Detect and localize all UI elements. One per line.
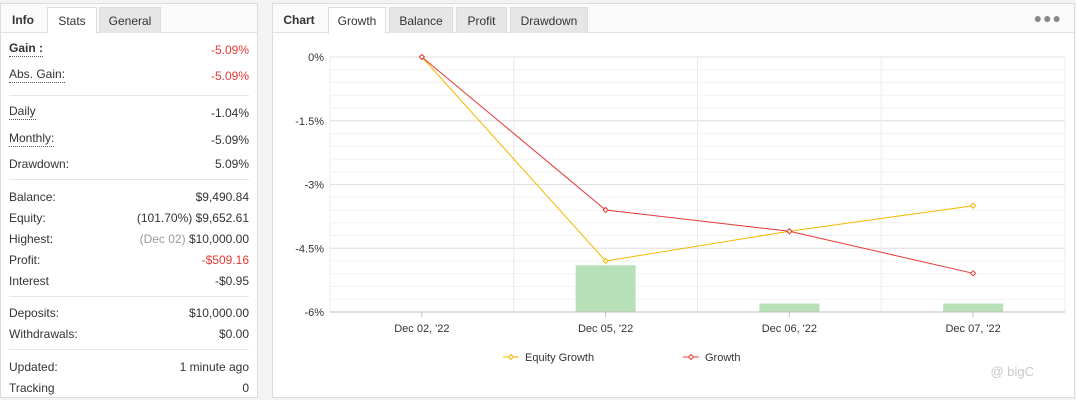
x-tick-label: Dec 07, '22 xyxy=(945,323,1000,335)
tracking-label: Tracking xyxy=(9,381,55,395)
stat-updated: Updated: 1 minute ago xyxy=(9,358,249,376)
drawdown-label: Drawdown: xyxy=(9,157,70,171)
highest-date: (Dec 02) xyxy=(139,232,186,246)
bar xyxy=(759,303,820,312)
y-tick-label: 0% xyxy=(308,52,324,64)
series-point xyxy=(418,53,426,61)
abs-gain-label[interactable]: Abs. Gain: xyxy=(9,67,66,83)
divider xyxy=(9,179,249,180)
series-point xyxy=(602,206,609,214)
stat-gain: Gain : -5.09% xyxy=(9,41,249,59)
tab-drawdown[interactable]: Drawdown xyxy=(510,7,588,33)
series-point xyxy=(602,257,609,265)
growth-chart: 0% -1.5% -3% -4.5% -6% Dec 02, '22 Dec 05, '22… xyxy=(295,52,1066,364)
x-tick-label: Dec 02, '22 xyxy=(394,323,449,335)
series-line xyxy=(421,56,974,274)
tracking-value: 0 xyxy=(242,381,249,395)
legend-marker xyxy=(687,353,695,361)
stat-interest: Interest -$0.95 xyxy=(9,272,249,290)
tab-growth[interactable]: Growth xyxy=(328,7,386,34)
tab-chart[interactable]: Chart xyxy=(283,13,315,27)
profit-value: -$509.16 xyxy=(201,253,249,267)
updated-value: 1 minute ago xyxy=(179,360,249,374)
interest-label: Interest xyxy=(9,274,50,288)
equity-value-group: (101.70%) $9,652.61 xyxy=(137,209,249,227)
series-point xyxy=(786,228,793,235)
balance-value: $9,490.84 xyxy=(195,190,249,204)
watermark: @ bigC xyxy=(990,364,1034,379)
equity-pct: (101.70%) xyxy=(136,211,193,225)
monthly-label[interactable]: Monthly: xyxy=(9,131,55,147)
abs-gain-value: -5.09% xyxy=(210,69,249,83)
tab-info[interactable]: Info xyxy=(12,13,34,27)
y-tick-label: -4.5% xyxy=(295,243,324,255)
stat-daily: Daily -1.04% xyxy=(9,104,249,122)
balance-label: Balance: xyxy=(9,190,56,204)
daily-label[interactable]: Daily xyxy=(9,104,36,120)
stat-equity: Equity: (101.70%) $9,652.61 xyxy=(9,209,249,227)
y-tick-label: -6% xyxy=(304,307,324,319)
highest-value: $10,000.00 xyxy=(188,232,249,246)
stat-deposits: Deposits: $10,000.00 xyxy=(9,304,249,322)
stats-panel: Info Stats General Gain : -5.09% Abs. Ga… xyxy=(0,3,258,398)
stat-abs-gain: Abs. Gain: -5.09% xyxy=(9,67,249,85)
legend-label: Growth xyxy=(705,352,740,364)
withdrawals-value: $0.00 xyxy=(218,327,249,341)
stat-tracking: Tracking 0 xyxy=(9,379,249,397)
deposits-label: Deposits: xyxy=(9,306,60,320)
divider xyxy=(9,349,249,350)
highest-value-group: (Dec 02) $10,000.00 xyxy=(140,230,249,248)
bar xyxy=(575,265,636,312)
divider xyxy=(9,296,249,297)
chart-panel: Chart Growth Balance Profit Drawdown ●●●… xyxy=(272,3,1075,398)
series-point xyxy=(969,270,977,277)
gain-value: -5.09% xyxy=(210,43,249,57)
y-tick-label: -3% xyxy=(304,180,324,192)
updated-label: Updated: xyxy=(9,360,58,374)
chart-tabbar: Chart Growth Balance Profit Drawdown ●●● xyxy=(273,4,1074,34)
stat-drawdown: Drawdown: 5.09% xyxy=(9,155,249,173)
bar xyxy=(943,303,1004,312)
stat-monthly: Monthly: -5.09% xyxy=(9,131,249,149)
series-line xyxy=(421,56,974,262)
series-point xyxy=(969,202,977,209)
x-tick-label: Dec 06, '22 xyxy=(762,323,817,335)
profit-label: Profit: xyxy=(9,253,41,267)
drawdown-value: 5.09% xyxy=(214,157,249,171)
tab-stats[interactable]: Stats xyxy=(47,7,97,34)
y-tick-label: -1.5% xyxy=(295,116,324,128)
highest-label: Highest: xyxy=(9,232,54,246)
stat-withdrawals: Withdrawals: $0.00 xyxy=(9,325,249,343)
daily-value: -1.04% xyxy=(210,106,249,120)
interest-value: -$0.95 xyxy=(214,274,249,288)
tab-general[interactable]: General xyxy=(99,7,161,33)
deposits-value: $10,000.00 xyxy=(188,306,249,320)
divider xyxy=(9,95,249,96)
x-tick-label: Dec 05, '22 xyxy=(578,323,633,335)
legend-marker xyxy=(507,353,515,361)
monthly-value: -5.09% xyxy=(210,133,249,147)
withdrawals-label: Withdrawals: xyxy=(9,327,78,341)
stat-profit: Profit: -$509.16 xyxy=(9,251,249,269)
more-dots-icon[interactable]: ●●● xyxy=(1033,10,1062,26)
tab-balance[interactable]: Balance xyxy=(389,7,453,33)
gain-label[interactable]: Gain : xyxy=(9,41,44,57)
legend-label: Equity Growth xyxy=(525,352,594,364)
equity-value: $9,652.61 xyxy=(195,211,249,225)
equity-label: Equity: xyxy=(9,211,46,225)
stat-highest: Highest: (Dec 02) $10,000.00 xyxy=(9,230,249,248)
tab-profit[interactable]: Profit xyxy=(456,7,507,33)
left-tabbar: Info Stats General xyxy=(1,4,257,34)
stat-balance: Balance: $9,490.84 xyxy=(9,188,249,206)
